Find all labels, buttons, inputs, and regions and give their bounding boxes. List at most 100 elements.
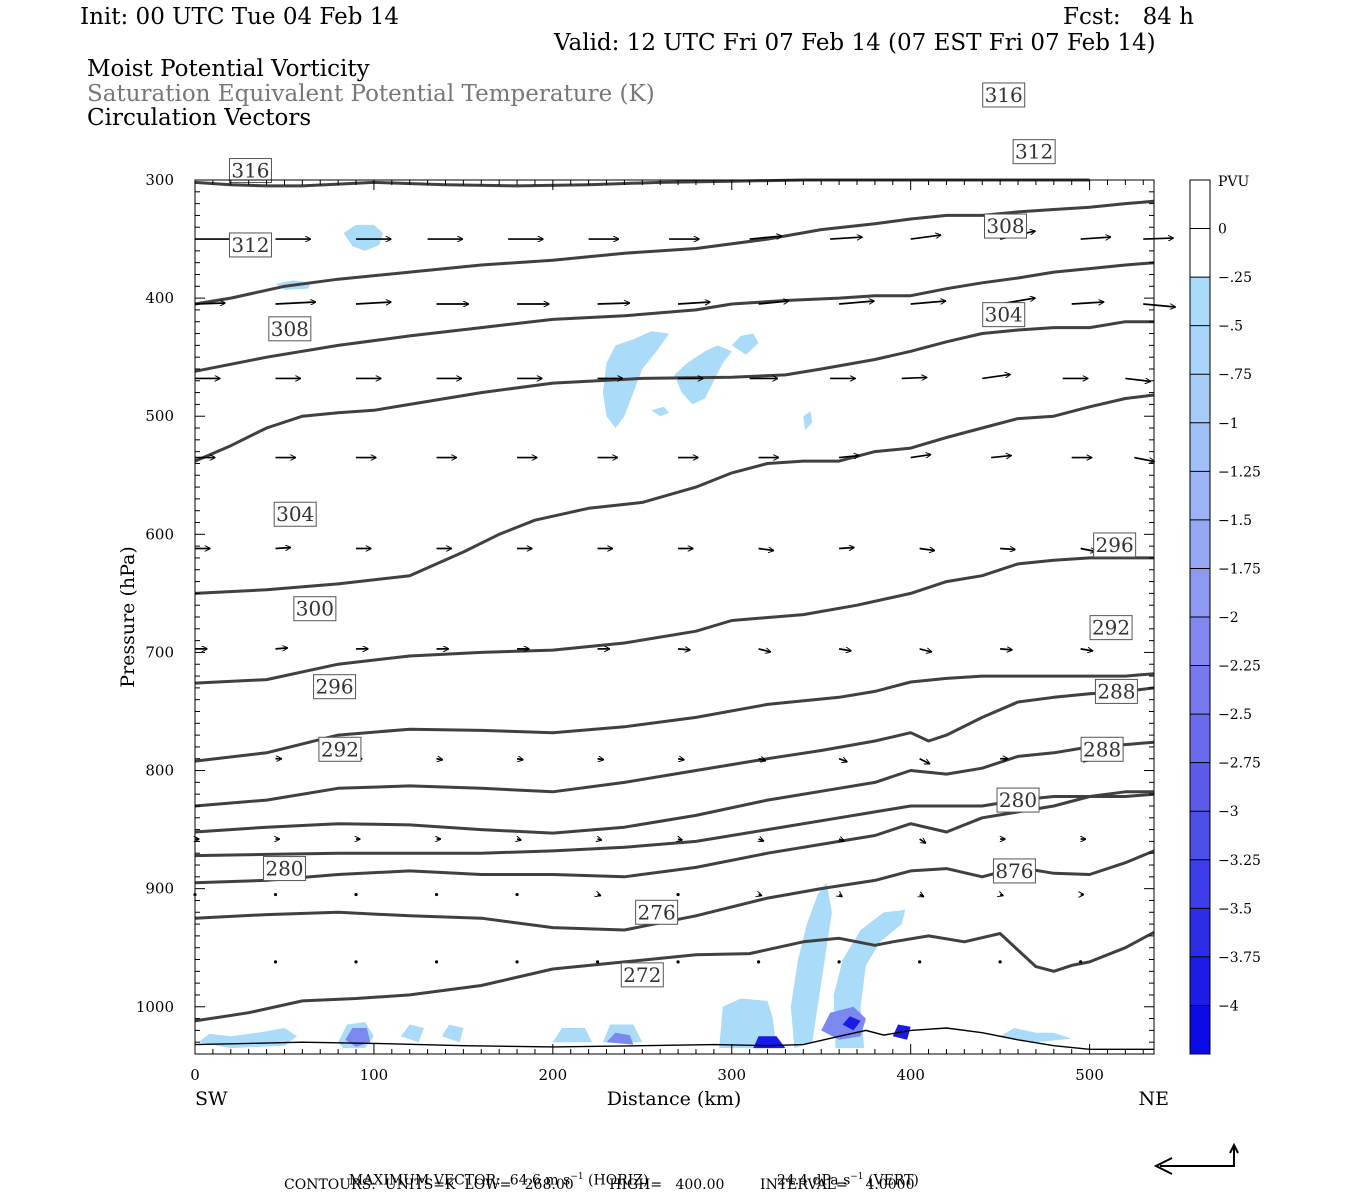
contour-label-box bbox=[268, 316, 312, 342]
theta-contour-304 bbox=[194, 393, 1155, 595]
contour-label-box bbox=[1012, 139, 1056, 165]
theta-contour-284 bbox=[194, 790, 1154, 858]
colorbar-swatch bbox=[1190, 277, 1210, 326]
pv-region bbox=[606, 1032, 634, 1045]
circulation-vector bbox=[918, 960, 922, 964]
colorbar-label: −.25 bbox=[1218, 270, 1252, 286]
circulation-vector bbox=[516, 759, 523, 760]
contour-label-box bbox=[982, 82, 1026, 108]
colorbar-swatch bbox=[1190, 811, 1210, 860]
colorbar-swatch bbox=[1190, 908, 1210, 957]
theta-contour-296 bbox=[194, 672, 1155, 763]
theta-contour-288 bbox=[194, 740, 1155, 835]
pv-region bbox=[719, 998, 777, 1049]
contour-label-box bbox=[228, 158, 272, 184]
circulation-vector bbox=[998, 960, 1002, 964]
circulation-vector bbox=[273, 960, 278, 964]
pv-region bbox=[441, 1024, 464, 1043]
contour-label: 280 bbox=[265, 857, 303, 881]
pv-shading-layer bbox=[198, 224, 1072, 1049]
horiz-unit-exponent: −1 bbox=[570, 1172, 584, 1182]
contour-label-box bbox=[1080, 736, 1124, 762]
terrain-line bbox=[194, 1027, 1154, 1051]
colorbar-label: −.75 bbox=[1218, 367, 1252, 383]
x-tick-label: 0 bbox=[190, 1066, 200, 1084]
reference-vector-arrow-icon bbox=[1153, 1142, 1239, 1175]
pv-region bbox=[674, 345, 732, 405]
circulation-vector bbox=[275, 302, 316, 304]
pv-colorbar: 0 −.25 −.5 −.75 −1 −1.25 −1.5 −1.75 −2 −2.25 −2.5 −… bbox=[1189, 179, 1261, 1055]
contour-label: 316 bbox=[231, 159, 269, 183]
horiz-suffix: (HORIZ) bbox=[583, 1172, 649, 1189]
colorbar-swatch bbox=[1190, 519, 1210, 569]
contour-label-box bbox=[983, 213, 1027, 239]
contour-label: 876 bbox=[995, 859, 1033, 883]
colorbar-label: −1.75 bbox=[1218, 561, 1261, 577]
circulation-vector bbox=[839, 895, 842, 897]
circulation-vector bbox=[758, 759, 766, 761]
colorbar-swatch bbox=[1190, 956, 1210, 1006]
colorbar-swatch bbox=[1190, 665, 1210, 715]
contour-label: 304 bbox=[985, 303, 1023, 327]
colorbar-swatch bbox=[1190, 714, 1210, 763]
circulation-vector bbox=[991, 456, 1011, 458]
x-tick-label: 100 bbox=[360, 1066, 389, 1084]
contour-label: 304 bbox=[276, 502, 314, 526]
contour-label: 292 bbox=[321, 737, 359, 761]
theta-contour-300 bbox=[194, 556, 1154, 685]
x-tick-label: 500 bbox=[1075, 1066, 1104, 1084]
x-axis-right-label: NE bbox=[1139, 1088, 1170, 1110]
theta-contour-312 bbox=[194, 261, 1155, 373]
max-vector-line: MAXIMUM VECTOR: 64.6 m s−1 (HORIZ) bbox=[340, 1159, 649, 1189]
contour-label: 280 bbox=[999, 788, 1037, 812]
circulation-vector bbox=[920, 895, 924, 898]
colorbar-label: −3.75 bbox=[1218, 950, 1261, 966]
contour-label: 308 bbox=[986, 214, 1024, 238]
init-time: Init: 00 UTC Tue 04 Feb 14 bbox=[80, 4, 400, 30]
circulation-vector bbox=[1000, 548, 1015, 549]
contour-labels-layer: 272 276 876 280 280 288 292 288 296 292 300 296 304 3… bbox=[228, 82, 1138, 988]
pv-region bbox=[552, 1028, 593, 1043]
circulation-vector bbox=[597, 303, 630, 304]
circulation-vector bbox=[434, 960, 439, 964]
y-tick-label: 500 bbox=[145, 407, 174, 425]
colorbar-label: −3.5 bbox=[1218, 901, 1252, 917]
axes-layer: 0 100 200 300 400 500 300 400 500 600 700 800 900 100… bbox=[136, 171, 1154, 1084]
contour-label-box bbox=[635, 899, 679, 925]
field-title-mpv: Moist Potential Vorticity bbox=[87, 56, 370, 82]
circulation-vector bbox=[597, 759, 604, 760]
y-tick-label: 900 bbox=[145, 880, 174, 898]
max-vector-vert-text: 24.4 dPa s bbox=[776, 1172, 851, 1189]
circulation-vector bbox=[515, 960, 519, 964]
circulation-vector bbox=[759, 839, 764, 841]
colorbar-label: 0 bbox=[1218, 222, 1227, 238]
circulation-vector bbox=[678, 302, 710, 304]
colorbar-label: −2.25 bbox=[1218, 659, 1261, 675]
contour-label-box bbox=[1089, 615, 1133, 641]
circulation-vector bbox=[1000, 895, 1003, 896]
circulation-vector bbox=[678, 839, 682, 840]
contour-label: 300 bbox=[296, 597, 334, 621]
circulation-vector bbox=[517, 839, 521, 840]
circulation-vector bbox=[676, 892, 680, 897]
contour-label-box bbox=[1094, 678, 1138, 704]
colorbar-swatch bbox=[1190, 228, 1210, 278]
y-tick-label: 400 bbox=[145, 289, 174, 307]
circulation-vector bbox=[273, 892, 278, 897]
circulation-vector bbox=[758, 649, 771, 652]
circulation-vector bbox=[839, 301, 874, 305]
theta-contour-276 bbox=[194, 849, 1155, 932]
circulation-vector bbox=[598, 895, 601, 896]
circulation-vector bbox=[982, 374, 1010, 380]
contour-label-box bbox=[620, 962, 664, 988]
pv-region bbox=[651, 406, 670, 417]
y-tick-label: 800 bbox=[145, 762, 174, 780]
contour-label-box bbox=[313, 674, 357, 700]
contour-label-box bbox=[318, 736, 362, 762]
circulation-vector bbox=[758, 548, 774, 550]
y-tick-label: 600 bbox=[145, 525, 174, 543]
circulation-vector bbox=[194, 303, 225, 304]
circulation-vector bbox=[275, 648, 288, 649]
circulation-vector bbox=[919, 649, 932, 652]
